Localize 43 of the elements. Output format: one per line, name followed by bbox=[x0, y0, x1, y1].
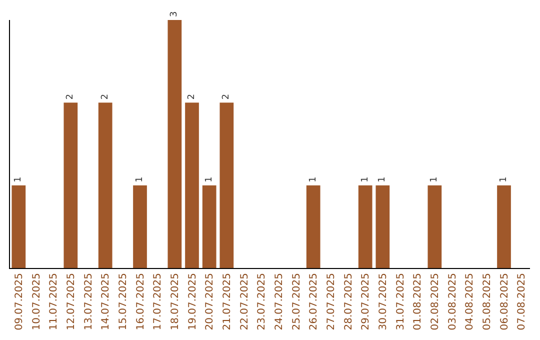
x-tick-label: 07.08.2025 bbox=[516, 273, 528, 330]
data-label: 2 bbox=[100, 94, 110, 100]
data-label: 1 bbox=[14, 176, 24, 182]
x-tick-label: 20.07.2025 bbox=[204, 273, 216, 330]
x-tick-label: 24.07.2025 bbox=[274, 273, 285, 330]
x-tick-label: 09.07.2025 bbox=[14, 273, 25, 330]
x-tick-label: 31.07.2025 bbox=[395, 273, 406, 330]
x-tick-label: 14.07.2025 bbox=[100, 273, 112, 330]
data-label: 3 bbox=[170, 11, 180, 17]
data-label: 1 bbox=[499, 176, 509, 182]
x-tick-label: 17.07.2025 bbox=[152, 273, 164, 330]
x-tick-label: 11.07.2025 bbox=[48, 273, 60, 330]
x-tick-label: 03.08.2025 bbox=[447, 273, 458, 330]
x-tick-label: 25.07.2025 bbox=[291, 273, 302, 330]
x-tick-label: 02.08.2025 bbox=[430, 273, 441, 330]
x-tick-label: 05.08.2025 bbox=[482, 273, 493, 330]
x-tick-label: 27.07.2025 bbox=[326, 273, 337, 330]
data-label: 1 bbox=[204, 176, 214, 182]
x-tick-label: 18.07.2025 bbox=[170, 273, 181, 330]
data-label: 2 bbox=[222, 94, 232, 100]
x-tick-label: 30.07.2025 bbox=[378, 273, 389, 330]
x-tick-label: 19.07.2025 bbox=[187, 273, 198, 330]
x-tick-label: 12.07.2025 bbox=[66, 273, 77, 330]
x-tick-label: 06.08.2025 bbox=[499, 273, 510, 330]
x-tick-label: 26.07.2025 bbox=[308, 273, 320, 330]
x-tick-label: 28.07.2025 bbox=[343, 273, 354, 330]
x-tick-label: 29.07.2025 bbox=[360, 273, 372, 330]
x-tick-label: 04.08.2025 bbox=[464, 273, 476, 330]
data-label: 1 bbox=[378, 176, 388, 182]
x-tick-label: 21.07.2025 bbox=[222, 273, 233, 330]
x-tick-label: 23.07.2025 bbox=[256, 273, 268, 330]
x-tick-label: 15.07.2025 bbox=[118, 273, 129, 330]
data-label: 1 bbox=[430, 176, 440, 182]
x-tick-label: 22.07.2025 bbox=[239, 273, 250, 330]
x-tick-label: 10.07.2025 bbox=[31, 273, 42, 330]
x-tick-label: 16.07.2025 bbox=[135, 273, 146, 330]
data-label: 1 bbox=[360, 176, 370, 182]
data-label: 1 bbox=[308, 176, 318, 182]
data-label: 1 bbox=[135, 176, 145, 182]
x-tick-label: 13.07.2025 bbox=[83, 273, 94, 330]
data-label: 2 bbox=[187, 94, 197, 100]
data-label: 2 bbox=[66, 94, 76, 100]
x-tick-label: 01.08.2025 bbox=[412, 273, 424, 330]
